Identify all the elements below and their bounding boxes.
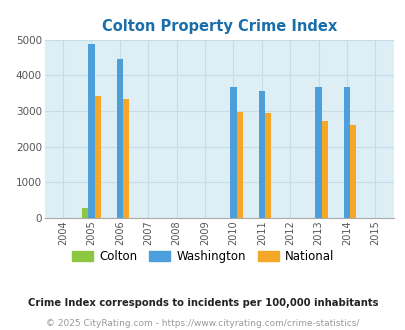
Bar xyxy=(258,91,264,218)
Bar xyxy=(82,208,88,218)
Legend: Colton, Washington, National: Colton, Washington, National xyxy=(67,246,338,268)
Bar xyxy=(264,113,271,218)
Bar xyxy=(230,87,236,218)
Bar xyxy=(349,125,356,218)
Bar xyxy=(321,121,327,218)
Bar xyxy=(123,99,129,218)
Bar xyxy=(88,44,94,218)
Bar xyxy=(117,59,123,218)
Text: Crime Index corresponds to incidents per 100,000 inhabitants: Crime Index corresponds to incidents per… xyxy=(28,298,377,308)
Text: © 2025 CityRating.com - https://www.cityrating.com/crime-statistics/: © 2025 CityRating.com - https://www.city… xyxy=(46,319,359,328)
Title: Colton Property Crime Index: Colton Property Crime Index xyxy=(101,19,336,34)
Bar xyxy=(94,96,100,218)
Bar xyxy=(315,87,321,218)
Bar xyxy=(236,112,242,218)
Bar xyxy=(343,87,349,218)
